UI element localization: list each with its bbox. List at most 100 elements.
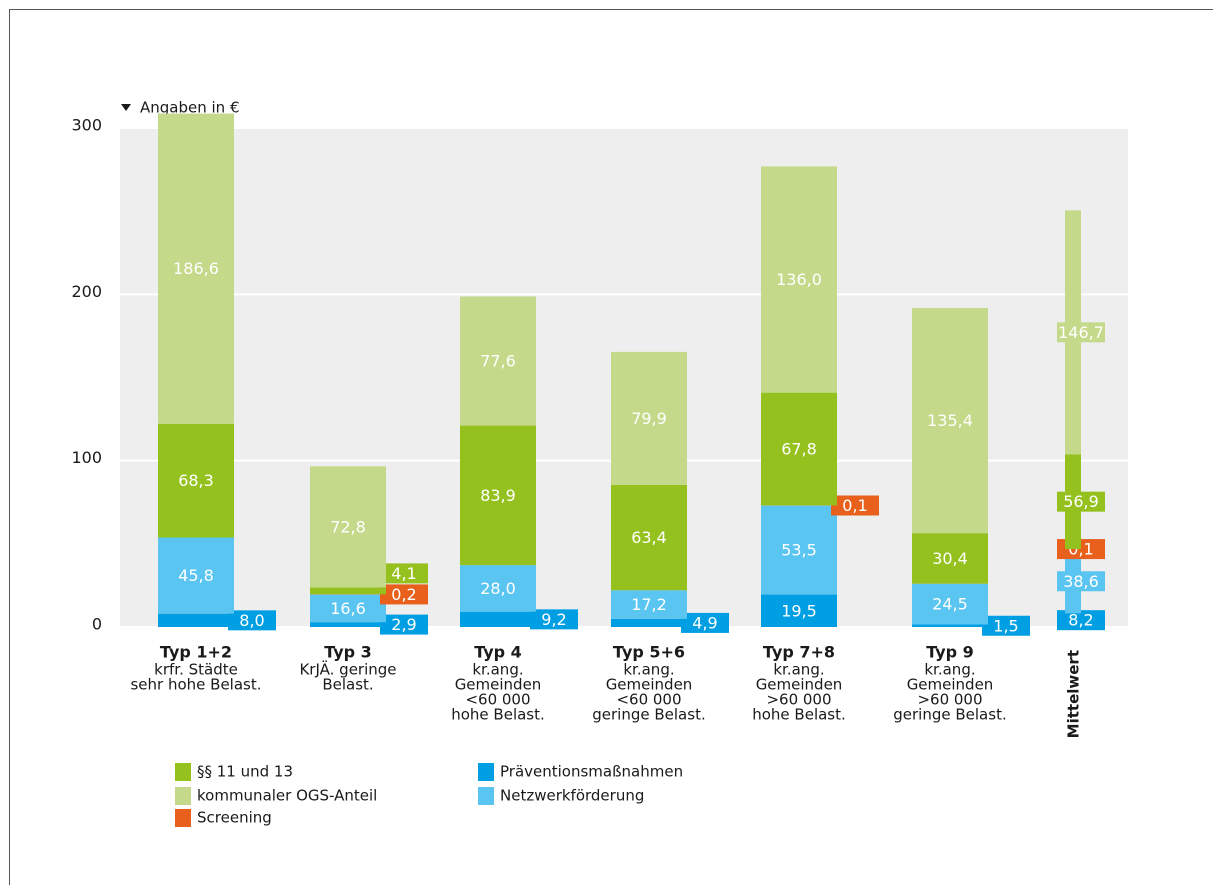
legend-label: kommunaler OGS-Anteil xyxy=(197,787,377,805)
value-label: 0,1 xyxy=(842,496,867,515)
value-label-box xyxy=(681,612,729,633)
x-tick-label: Typ 4 xyxy=(474,643,522,662)
bar-segment xyxy=(460,425,536,566)
value-label-box xyxy=(1057,571,1105,592)
value-label: 4,1 xyxy=(391,564,416,583)
x-tick-detail: <60 000 xyxy=(616,691,681,709)
x-tick-detail: KrJÄ. geringe xyxy=(299,660,396,679)
value-label: 30,4 xyxy=(932,549,968,568)
y-axis-label: Angaben in € xyxy=(140,99,240,117)
legend-swatch xyxy=(478,763,494,781)
value-label-box xyxy=(380,563,428,584)
bar-segment xyxy=(761,505,837,595)
value-label: 79,9 xyxy=(631,409,667,428)
x-tick-detail: geringe Belast. xyxy=(592,706,705,724)
value-label-box xyxy=(982,615,1030,636)
legend-label: Präventionsmaßnahmen xyxy=(500,763,683,781)
value-label: 67,8 xyxy=(781,440,817,459)
value-label: 2,9 xyxy=(391,615,416,634)
x-tick-detail: Gemeinden xyxy=(606,676,693,694)
x-tick-detail: krfr. Städte xyxy=(154,661,238,679)
value-label: 9,2 xyxy=(541,610,566,629)
y-tick-label: 100 xyxy=(71,448,102,467)
bar-segment xyxy=(460,296,536,426)
bar-segment xyxy=(460,611,536,627)
bar-segment xyxy=(460,565,536,612)
bar-segment xyxy=(158,537,234,614)
value-label-box xyxy=(1057,610,1105,631)
y-tick-label: 0 xyxy=(92,615,102,634)
bar-segment xyxy=(912,307,988,534)
x-tick-detail: sehr hohe Belast. xyxy=(130,676,261,694)
x-tick-detail: hohe Belast. xyxy=(752,706,846,724)
axis-marker xyxy=(121,104,131,111)
bar-segment xyxy=(158,423,234,538)
x-tick-detail: Gemeinden xyxy=(455,676,542,694)
bar-segment xyxy=(611,590,687,619)
value-label: 63,4 xyxy=(631,528,667,547)
value-label: 135,4 xyxy=(927,411,973,430)
legend-label: Netzwerkförderung xyxy=(500,787,644,805)
legend-label: §§ 11 und 13 xyxy=(197,763,293,781)
value-label: 72,8 xyxy=(330,517,366,536)
x-tick-label: Mittelwert xyxy=(1065,650,1083,738)
bar-segment xyxy=(761,594,837,627)
x-tick-detail: kr.ang. xyxy=(924,661,975,679)
x-tick-detail: kr.ang. xyxy=(773,661,824,679)
value-label: 83,9 xyxy=(480,486,516,505)
value-label: 77,6 xyxy=(480,352,516,371)
x-tick-detail: geringe Belast. xyxy=(893,706,1006,724)
y-tick-label: 200 xyxy=(71,282,102,301)
bar-segment xyxy=(912,624,988,627)
x-tick-label: Typ 3 xyxy=(324,643,372,662)
bar-segment xyxy=(310,587,386,595)
x-tick-label: Typ 9 xyxy=(926,643,974,662)
value-label: 4,9 xyxy=(692,613,717,632)
x-tick-detail: Gemeinden xyxy=(756,676,843,694)
value-label-box xyxy=(380,614,428,635)
value-label: 8,2 xyxy=(1068,611,1093,630)
bar-segment xyxy=(158,113,234,424)
legend-label: Screening xyxy=(197,809,272,827)
value-label: 186,6 xyxy=(173,259,219,278)
value-label-box xyxy=(831,495,879,516)
x-tick-label: Typ 5+6 xyxy=(613,643,685,662)
value-label: 0,2 xyxy=(391,585,416,604)
x-tick-detail: >60 000 xyxy=(766,691,831,709)
value-label: 68,3 xyxy=(178,471,214,490)
bar-segment xyxy=(912,533,988,584)
x-tick-detail: kr.ang. xyxy=(623,661,674,679)
legend-swatch xyxy=(175,787,191,805)
value-label: 1,5 xyxy=(993,616,1018,635)
bar-segment xyxy=(611,618,687,627)
value-label: 53,5 xyxy=(781,541,817,560)
bar-segment xyxy=(761,166,837,393)
value-label-box xyxy=(1057,322,1105,343)
legend-swatch xyxy=(175,763,191,781)
bar-segment xyxy=(310,466,386,588)
value-label: 56,9 xyxy=(1063,492,1099,511)
value-label: 28,0 xyxy=(480,579,516,598)
value-label: 8,0 xyxy=(239,611,264,630)
value-label-box xyxy=(228,610,276,631)
bar-segment xyxy=(310,622,386,627)
x-tick-detail: hohe Belast. xyxy=(451,706,545,724)
x-tick-detail: Belast. xyxy=(322,676,373,694)
x-tick-detail: >60 000 xyxy=(917,691,982,709)
x-tick-label: Typ 7+8 xyxy=(763,643,835,662)
value-label-box xyxy=(1057,491,1105,512)
x-tick-detail: kr.ang. xyxy=(472,661,523,679)
value-label: 19,5 xyxy=(781,601,817,620)
value-label: 45,8 xyxy=(178,566,214,585)
frame xyxy=(9,9,1213,885)
value-label: 136,0 xyxy=(776,270,822,289)
bar-segment xyxy=(912,583,988,625)
value-label: 16,6 xyxy=(330,599,366,618)
bar-segment xyxy=(761,392,837,506)
bar-segment xyxy=(158,613,234,627)
value-label-box xyxy=(380,584,428,605)
value-label-box xyxy=(530,609,578,630)
value-label: 146,7 xyxy=(1058,323,1104,342)
x-tick-label: Typ 1+2 xyxy=(160,643,232,662)
